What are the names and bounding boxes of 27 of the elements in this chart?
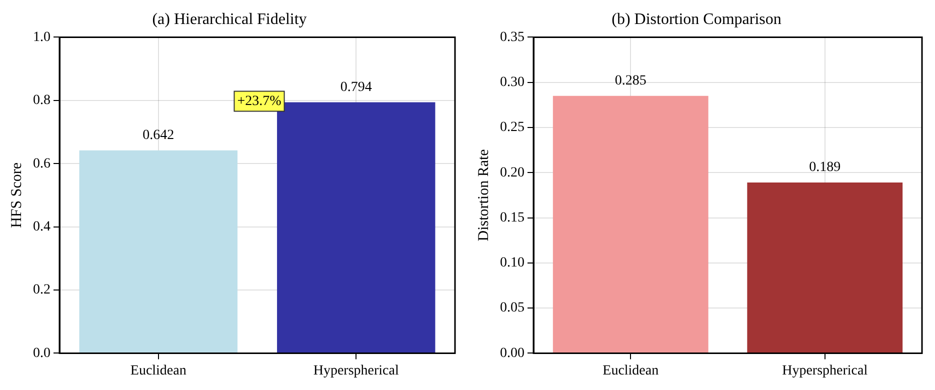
y-tick-label: 0.20 bbox=[500, 165, 524, 180]
x-tick-label: Euclidean bbox=[602, 363, 659, 378]
y-tick-label: 0.4 bbox=[33, 219, 50, 234]
data-label: 0.285 bbox=[614, 74, 646, 89]
y-tick-label: 0.15 bbox=[500, 210, 524, 226]
data-label: 0.642 bbox=[142, 128, 174, 143]
y-tick-label: 0.05 bbox=[500, 300, 524, 316]
y-tick-label: 0.6 bbox=[33, 156, 50, 172]
x-tick-label: Hyperspherical bbox=[313, 363, 399, 378]
data-label: 0.189 bbox=[809, 160, 841, 176]
chart-title: (a) Hierarchical Fidelity bbox=[152, 10, 307, 28]
x-tick-label: Hyperspherical bbox=[782, 363, 868, 378]
y-tick-label: 0.30 bbox=[500, 75, 524, 90]
y-tick-label: 0.25 bbox=[500, 120, 524, 136]
data-label: 0.794 bbox=[340, 80, 372, 95]
chart-title: (b) Distortion Comparison bbox=[612, 10, 782, 28]
y-axis-title: HFS Score bbox=[8, 162, 25, 228]
y-tick-label: 0.2 bbox=[33, 282, 50, 298]
y-tick-label: 1.0 bbox=[33, 30, 50, 45]
y-axis-title: Distortion Rate bbox=[476, 148, 492, 242]
y-tick-label: 0.35 bbox=[500, 30, 524, 45]
y-tick-label: 0.00 bbox=[500, 346, 524, 361]
x-tick-label: Euclidean bbox=[130, 363, 186, 378]
y-tick-label: 0.10 bbox=[500, 256, 524, 271]
annotation: +23.7% bbox=[237, 94, 282, 109]
y-tick-label: 0.0 bbox=[33, 346, 50, 361]
y-tick-label: 0.8 bbox=[33, 93, 50, 108]
